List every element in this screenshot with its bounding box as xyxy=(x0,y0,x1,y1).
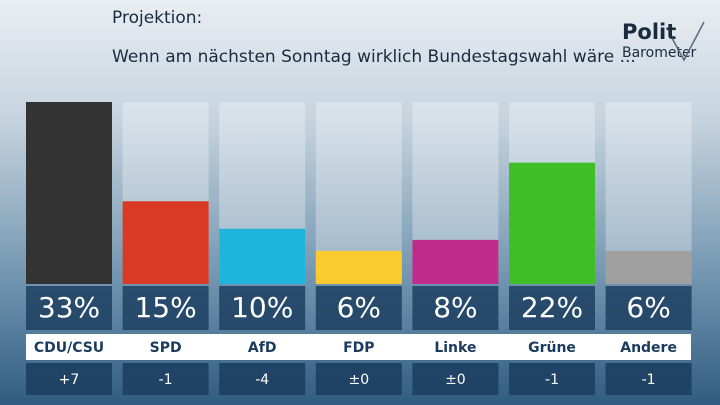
value-label: 6% xyxy=(626,291,670,324)
value-box xyxy=(122,286,209,330)
change-label: -1 xyxy=(159,372,173,388)
chart-subtitle: Wenn am nächsten Sonntag wirklich Bundes… xyxy=(112,47,636,67)
change-label: -1 xyxy=(642,372,656,388)
bar xyxy=(509,162,595,284)
category-label: Andere xyxy=(620,340,677,356)
value-box xyxy=(26,286,112,330)
change-label: ±0 xyxy=(348,372,369,388)
bar xyxy=(219,228,306,284)
bar xyxy=(605,250,692,284)
bar xyxy=(26,102,112,284)
bar xyxy=(122,201,209,284)
value-label: 22% xyxy=(521,291,583,324)
logo-line1: Polit xyxy=(622,20,676,44)
category-label: SPD xyxy=(150,340,182,356)
bar xyxy=(315,250,402,284)
change-box xyxy=(219,363,306,395)
name-band xyxy=(26,334,691,360)
change-box xyxy=(26,363,112,395)
category-label: FDP xyxy=(343,340,374,356)
value-label: 33% xyxy=(38,291,100,324)
logo: Polit Barometer xyxy=(622,20,705,62)
category-label: Linke xyxy=(434,340,476,356)
chart-title: Projektion: xyxy=(112,8,202,28)
value-box xyxy=(315,286,402,330)
change-box xyxy=(605,363,692,395)
category-label: Grüne xyxy=(528,340,576,356)
value-box xyxy=(605,286,692,330)
change-label: ±0 xyxy=(445,372,466,388)
value-label: 6% xyxy=(337,291,381,324)
value-box xyxy=(412,286,499,330)
change-label: -1 xyxy=(545,372,559,388)
change-box xyxy=(122,363,209,395)
category-label: CDU/CSU xyxy=(34,340,104,356)
value-box xyxy=(219,286,306,330)
change-box xyxy=(315,363,402,395)
change-label: -4 xyxy=(255,372,269,388)
value-label: 15% xyxy=(134,291,196,324)
value-label: 10% xyxy=(231,291,293,324)
value-label: 8% xyxy=(433,291,477,324)
change-box xyxy=(412,363,499,395)
change-label: +7 xyxy=(59,372,80,388)
value-box xyxy=(509,286,595,330)
change-box xyxy=(509,363,595,395)
bar xyxy=(412,239,499,284)
logo-check xyxy=(671,21,705,62)
category-label: AfD xyxy=(248,340,277,356)
